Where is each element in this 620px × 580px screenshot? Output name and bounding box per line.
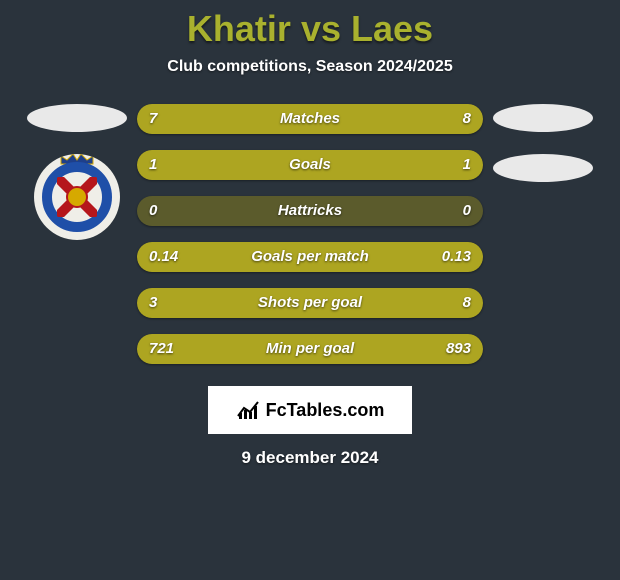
player1-name: Khatir [187,8,291,49]
stat-label: Matches [137,104,483,134]
brand-text: FcTables.com [266,400,385,421]
brand-box[interactable]: FcTables.com [208,386,412,434]
page-title: Khatir vs Laes [187,8,433,50]
player1-club-badge [34,154,120,240]
content-row: 78Matches 11Goals 00Hattricks 0.140.13Goals… [0,104,620,364]
stat-label: Goals per match [137,242,483,272]
stat-bar: 00Hattricks [137,196,483,226]
stat-bar: 38Shots per goal [137,288,483,318]
stat-bar: 11Goals [137,150,483,180]
stat-label: Goals [137,150,483,180]
stat-label: Min per goal [137,334,483,364]
stat-bar: 0.140.13Goals per match [137,242,483,272]
subtitle: Club competitions, Season 2024/2025 [167,58,452,76]
stat-bar: 721893Min per goal [137,334,483,364]
badge-dot [66,186,88,208]
stat-label: Hattricks [137,196,483,226]
player2-club-badge-placeholder [493,154,593,182]
stat-label: Shots per goal [137,288,483,318]
player1-photo-placeholder [27,104,127,132]
stat-bars: 78Matches 11Goals 00Hattricks 0.140.13Goals… [137,104,483,364]
root-container: Khatir vs Laes Club competitions, Season… [0,0,620,580]
right-side [483,104,603,182]
date-text: 9 december 2024 [241,448,378,468]
vs-text: vs [301,8,341,49]
chart-icon [236,398,260,422]
player2-photo-placeholder [493,104,593,132]
stat-bar: 78Matches [137,104,483,134]
player2-name: Laes [351,8,433,49]
left-side [17,104,137,240]
